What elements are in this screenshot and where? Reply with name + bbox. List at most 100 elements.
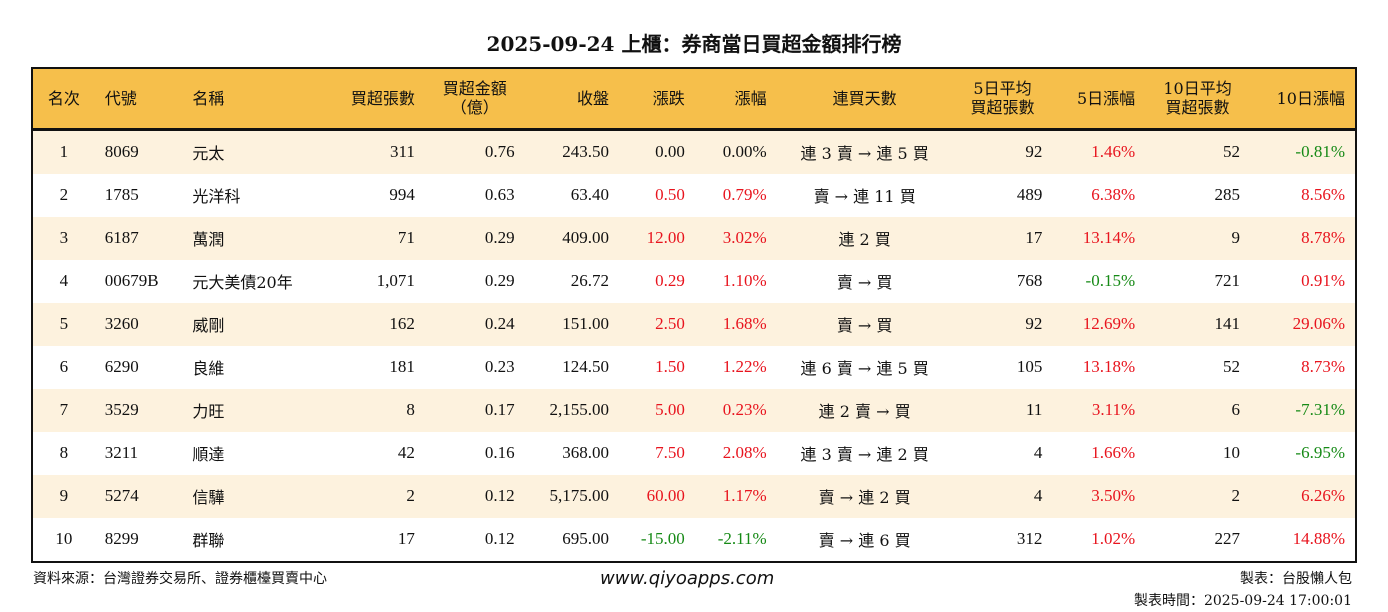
cell-pct10: -7.31% bbox=[1295, 400, 1345, 419]
cell-pct5: 3.11% bbox=[1091, 400, 1136, 419]
table-row: 2 1785 光洋科 994 0.63 63.40 0.50 0.79% 賣 → 連 11 買 4… bbox=[33, 173, 1355, 217]
cell-avg5-lots: 11 bbox=[1025, 400, 1043, 419]
cell-pct5: 12.69% bbox=[1082, 314, 1136, 333]
cell-net-buy-amount: 0.23 bbox=[484, 357, 515, 376]
cell-pct10: 29.06% bbox=[1292, 314, 1345, 333]
cell-pct5: 1.66% bbox=[1091, 443, 1136, 462]
cell-pct10: 14.88% bbox=[1292, 529, 1345, 548]
cell-net-buy-lots: 17 bbox=[397, 529, 415, 548]
table-row: 1 8069 元太 311 0.76 243.50 0.00 0.00% 連 3 賣 → 連 5… bbox=[33, 129, 1355, 174]
cell-streak: 連 2 買 bbox=[838, 230, 891, 249]
table-header: 名次 代號 名稱 買超張數 買超金額 （億） 收盤 漲跌 漲幅 連買天數 5日平均 買超張數 5日漲… bbox=[33, 69, 1355, 129]
cell-net-buy-lots: 994 bbox=[389, 185, 415, 204]
cell-code: 3260 bbox=[104, 314, 139, 333]
cell-avg5-lots: 92 bbox=[1025, 314, 1043, 333]
cell-change: 60.00 bbox=[646, 486, 685, 505]
table-row: 5 3260 威剛 162 0.24 151.00 2.50 1.68% 賣 → 買 92 12.6… bbox=[33, 302, 1355, 346]
column-header-streak: 連買天數 bbox=[832, 88, 897, 108]
cell-change: 7.50 bbox=[655, 443, 685, 462]
cell-close: 409.00 bbox=[562, 228, 609, 247]
cell-streak: 連 3 賣 → 連 5 買 bbox=[800, 144, 929, 163]
cell-change: 0.00 bbox=[655, 142, 685, 161]
cell-change-pct: 1.17% bbox=[722, 486, 767, 505]
cell-pct5: 3.50% bbox=[1091, 486, 1136, 505]
column-header-net-buy-amount: 買超金額 （億） bbox=[442, 79, 507, 118]
cell-change-pct: 3.02% bbox=[722, 228, 767, 247]
cell-avg5-lots: 312 bbox=[1016, 529, 1043, 548]
table-row: 10 8299 群聯 17 0.12 695.00 -15.00 -2.11% 賣 → 連 6 … bbox=[33, 517, 1355, 561]
cell-rank: 6 bbox=[59, 357, 69, 376]
column-header-avg5-lots: 5日平均 買超張數 bbox=[970, 79, 1035, 118]
cell-change: 12.00 bbox=[646, 228, 685, 247]
cell-net-buy-amount: 0.17 bbox=[484, 400, 515, 419]
cell-net-buy-amount: 0.12 bbox=[484, 486, 515, 505]
cell-code: 1785 bbox=[104, 185, 139, 204]
cell-pct5: 13.14% bbox=[1082, 228, 1136, 247]
cell-net-buy-lots: 42 bbox=[397, 443, 415, 462]
column-header-net-buy-lots: 買超張數 bbox=[350, 88, 415, 108]
cell-change: 0.29 bbox=[655, 271, 685, 290]
cell-net-buy-lots: 71 bbox=[397, 228, 415, 247]
cell-net-buy-amount: 0.29 bbox=[484, 228, 515, 247]
cell-streak: 賣 → 連 2 買 bbox=[818, 488, 911, 507]
cell-name: 威剛 bbox=[192, 316, 225, 335]
cell-rank: 8 bbox=[59, 443, 69, 462]
table-row: 6 6290 良維 181 0.23 124.50 1.50 1.22% 連 6 賣 → 連 5… bbox=[33, 345, 1355, 389]
cell-name: 元太 bbox=[192, 144, 225, 163]
cell-streak: 賣 → 買 bbox=[836, 316, 893, 335]
cell-net-buy-amount: 0.12 bbox=[484, 529, 515, 548]
cell-code: 6290 bbox=[104, 357, 139, 376]
cell-avg10-lots: 285 bbox=[1214, 185, 1241, 204]
cell-rank: 3 bbox=[59, 228, 69, 247]
cell-net-buy-amount: 0.29 bbox=[484, 271, 515, 290]
cell-net-buy-lots: 2 bbox=[406, 486, 415, 505]
page-title: 2025-09-24 上櫃：券商當日買超金額排行榜 bbox=[486, 32, 902, 56]
cell-avg10-lots: 6 bbox=[1231, 400, 1241, 419]
cell-change-pct: -2.11% bbox=[717, 529, 767, 548]
cell-pct10: 0.91% bbox=[1301, 271, 1345, 290]
cell-pct10: 8.73% bbox=[1301, 357, 1345, 376]
cell-rank: 7 bbox=[59, 400, 69, 419]
cell-net-buy-lots: 311 bbox=[390, 142, 415, 161]
cell-code: 3211 bbox=[104, 443, 139, 462]
cell-name: 群聯 bbox=[192, 531, 225, 550]
cell-net-buy-amount: 0.63 bbox=[484, 185, 515, 204]
cell-name: 順達 bbox=[192, 445, 225, 464]
cell-name: 良維 bbox=[192, 359, 225, 378]
column-header-avg10-lots: 10日平均 買超張數 bbox=[1163, 79, 1232, 118]
cell-avg5-lots: 768 bbox=[1016, 271, 1043, 290]
cell-pct5: -0.15% bbox=[1085, 271, 1136, 290]
column-header-pct10: 10日漲幅 bbox=[1276, 88, 1345, 108]
cell-net-buy-lots: 8 bbox=[406, 400, 415, 419]
cell-rank: 4 bbox=[59, 271, 69, 290]
cell-net-buy-lots: 1,071 bbox=[376, 271, 415, 290]
cell-change-pct: 1.22% bbox=[722, 357, 767, 376]
cell-pct5: 13.18% bbox=[1082, 357, 1136, 376]
data-source: 資料來源：台灣證券交易所、證券櫃檯買賣中心 bbox=[33, 571, 327, 587]
column-header-pct5: 5日漲幅 bbox=[1076, 88, 1136, 108]
cell-avg10-lots: 10 bbox=[1223, 443, 1240, 462]
cell-close: 63.40 bbox=[570, 185, 609, 204]
maker-label: 製表：台股懶人包 bbox=[1240, 571, 1352, 587]
column-header-close: 收盤 bbox=[576, 88, 609, 108]
cell-pct10: 8.56% bbox=[1301, 185, 1345, 204]
cell-change: 2.50 bbox=[655, 314, 685, 333]
cell-close: 695.00 bbox=[562, 529, 609, 548]
column-header-change-pct: 漲幅 bbox=[734, 88, 767, 108]
website-link[interactable]: www.qiyoapps.com bbox=[600, 568, 775, 589]
cell-avg10-lots: 721 bbox=[1214, 271, 1241, 290]
cell-pct10: 8.78% bbox=[1301, 228, 1345, 247]
cell-code: 8069 bbox=[104, 142, 139, 161]
cell-avg5-lots: 489 bbox=[1016, 185, 1043, 204]
cell-code: 00679B bbox=[104, 271, 159, 290]
cell-pct5: 1.02% bbox=[1091, 529, 1136, 548]
ranking-table: 名次 代號 名稱 買超張數 買超金額 （億） 收盤 漲跌 漲幅 連買天數 5日平均 買超張數 5日漲… bbox=[31, 67, 1357, 563]
cell-avg10-lots: 141 bbox=[1214, 314, 1241, 333]
cell-close: 26.72 bbox=[570, 271, 609, 290]
cell-avg5-lots: 4 bbox=[1033, 443, 1043, 462]
cell-rank: 1 bbox=[59, 142, 69, 161]
cell-code: 8299 bbox=[104, 529, 139, 548]
cell-change-pct: 0.23% bbox=[722, 400, 767, 419]
cell-change-pct: 1.68% bbox=[722, 314, 767, 333]
table-row: 9 5274 信驊 2 0.12 5,175.00 60.00 1.17% 賣 → 連 2 買 4… bbox=[33, 474, 1355, 518]
